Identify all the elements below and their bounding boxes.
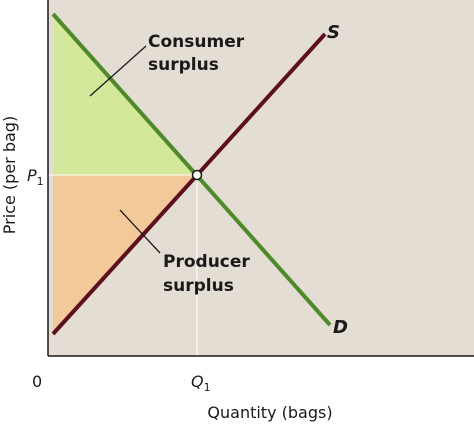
producer-surplus-callout [119,209,161,254]
quantity-q1-subscript: 1 [204,381,211,394]
x-axis-label: Quantity (bags) [207,403,332,422]
supply-curve-label: S [327,22,340,43]
consumer-surplus-label-line1: Consumer [148,32,245,52]
price-p1-subscript: 1 [37,175,44,188]
producer-surplus-label-line2: surplus [163,276,234,296]
producer-surplus-label-line1: Producer [163,252,250,272]
quantity-q1-symbol: Q [191,372,204,391]
demand-curve-label: D [333,317,348,338]
supply-curve [51,32,327,336]
consumer-surplus-callout [89,45,147,97]
consumer-surplus-label-line2: surplus [148,55,219,75]
origin-label: 0 [32,372,42,391]
price-p1-label: P1 [27,166,44,188]
quantity-q1-label: Q1 [191,372,211,394]
y-axis-label: Price (per bag) [0,116,19,234]
demand-curve [51,12,332,327]
equilibrium-point [191,169,203,181]
price-p1-symbol: P [27,166,37,185]
